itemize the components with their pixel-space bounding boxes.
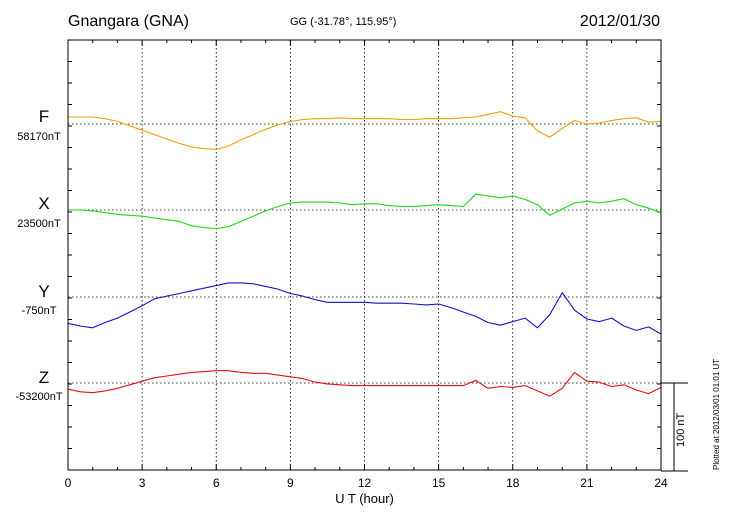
x-tick-label: 12 — [358, 476, 372, 490]
x-tick-label: 15 — [432, 476, 446, 490]
baseline-label-y: -750nT — [21, 305, 57, 317]
x-tick-label: 3 — [139, 476, 146, 490]
component-label-x: X — [38, 194, 50, 213]
plot-frame — [67, 39, 662, 471]
x-tick-label: 24 — [654, 476, 668, 490]
x-tick-label: 9 — [287, 476, 294, 490]
grid-lines — [68, 40, 661, 470]
plotted-note: Plotted at 2012/03/01 01:01 UT — [712, 358, 721, 470]
component-label-f: F — [38, 107, 50, 126]
series-line-y — [67, 282, 662, 335]
scale-bar-label: 100 nT — [675, 412, 687, 447]
station-title: Gnangara (GNA) — [68, 13, 189, 30]
x-tick-label: 6 — [213, 476, 220, 490]
x-tick-labels: 0 3 6 9 12 15 18 21 24 — [65, 476, 668, 490]
baseline-label-z: -53200nT — [15, 391, 63, 403]
station-coordinates: GG (-31.78°, 115.95°) — [290, 16, 397, 28]
series-line-x — [68, 193, 662, 230]
baseline-label-x: 23500nT — [17, 218, 61, 230]
baseline-label-f: 58170nT — [17, 131, 61, 143]
x-tick-label: 18 — [506, 476, 520, 490]
series-line-z — [67, 370, 662, 397]
x-tick-label: 21 — [580, 476, 594, 490]
component-label-z: Z — [38, 368, 50, 387]
x-axis-title: U T (hour) — [335, 491, 394, 506]
series-line-f — [68, 111, 662, 151]
axis-ticks — [67, 40, 662, 470]
x-tick-label: 0 — [65, 476, 72, 490]
plot-date: 2012/01/30 — [579, 13, 660, 30]
scale-bar — [661, 382, 688, 472]
data-traces — [67, 111, 662, 397]
component-label-y: Y — [38, 282, 50, 301]
